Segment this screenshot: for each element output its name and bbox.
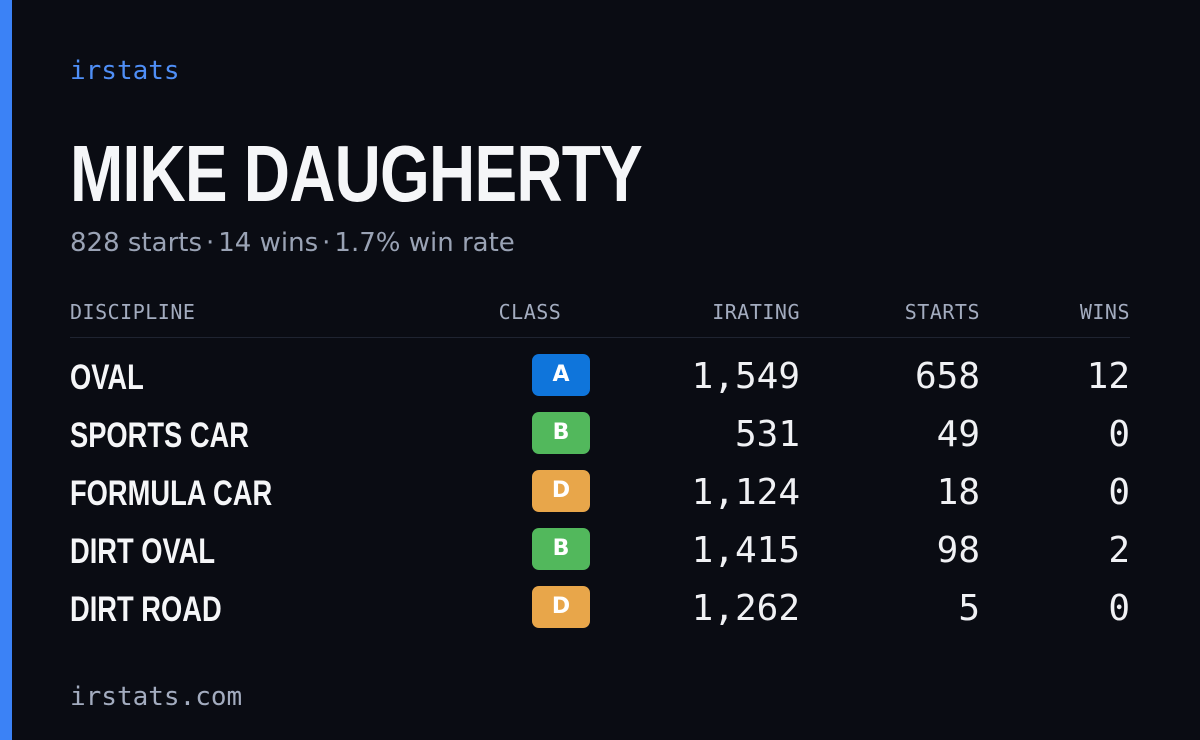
- license-class-badge: A: [532, 354, 590, 396]
- irating-value: 1,415: [691, 530, 800, 571]
- irating-value: 1,262: [691, 588, 800, 629]
- starts-value: 5: [958, 588, 980, 629]
- discipline-table: DISCIPLINE CLASS IRATING STARTS WINS OVA…: [70, 300, 1130, 644]
- brand-logo-text: irstats: [70, 56, 180, 86]
- discipline-name: DIRT ROAD: [70, 590, 222, 629]
- license-class-badge: D: [532, 470, 590, 512]
- total-wins: 14 wins: [218, 228, 319, 258]
- driver-name: MIKE DAUGHERTY: [70, 129, 643, 218]
- footer-domain: irstats.com: [70, 682, 243, 712]
- discipline-name: DIRT OVAL: [70, 532, 216, 571]
- table-header: DISCIPLINE CLASS IRATING STARTS WINS: [70, 300, 1130, 338]
- table-row: OVAL A 1,549 658 12: [70, 354, 1130, 412]
- starts-value: 98: [936, 530, 980, 571]
- win-rate: 1.7% win rate: [334, 228, 515, 258]
- header-irating: IRATING: [712, 300, 800, 324]
- table-row: DIRT ROAD D 1,262 5 0: [70, 586, 1130, 644]
- header-discipline: DISCIPLINE: [70, 300, 196, 324]
- table-body: OVAL A 1,549 658 12 SPORTS CAR B 531 49 0 FORMULA …: [70, 338, 1130, 644]
- summary-separator: ·: [206, 228, 215, 258]
- total-starts: 828 starts: [70, 228, 202, 258]
- wins-value: 0: [1108, 414, 1130, 455]
- discipline-name: FORMULA CAR: [70, 474, 273, 513]
- discipline-name: OVAL: [70, 358, 144, 397]
- header-class: CLASS: [498, 300, 562, 324]
- irating-value: 1,549: [691, 356, 800, 397]
- license-class-badge: D: [532, 586, 590, 628]
- starts-value: 658: [914, 356, 980, 397]
- starts-value: 49: [936, 414, 980, 455]
- summary-separator: ·: [322, 228, 331, 258]
- wins-value: 0: [1108, 588, 1130, 629]
- table-row: SPORTS CAR B 531 49 0: [70, 412, 1130, 470]
- accent-bar: [0, 0, 12, 740]
- license-class-badge: B: [532, 528, 590, 570]
- starts-value: 18: [936, 472, 980, 513]
- irating-value: 1,124: [691, 472, 800, 513]
- wins-value: 0: [1108, 472, 1130, 513]
- wins-value: 2: [1108, 530, 1130, 571]
- discipline-name: SPORTS CAR: [70, 416, 249, 455]
- irating-value: 531: [734, 414, 800, 455]
- header-starts: STARTS: [904, 300, 980, 324]
- driver-summary: 828 starts · 14 wins · 1.7% win rate: [70, 228, 515, 258]
- table-row: DIRT OVAL B 1,415 98 2: [70, 528, 1130, 586]
- license-class-badge: B: [532, 412, 590, 454]
- wins-value: 12: [1086, 356, 1130, 397]
- header-wins: WINS: [1079, 300, 1130, 324]
- table-row: FORMULA CAR D 1,124 18 0: [70, 470, 1130, 528]
